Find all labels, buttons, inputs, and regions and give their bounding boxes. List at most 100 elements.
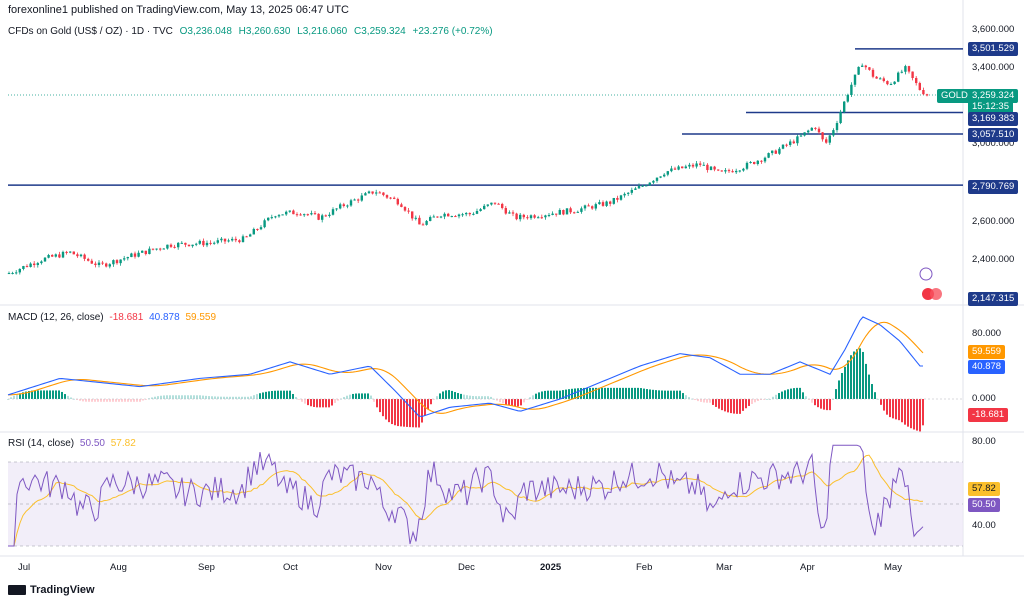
price-tick: 2,600.000 bbox=[972, 216, 1015, 227]
macd-histogram-bar bbox=[436, 396, 438, 399]
macd-histogram-bar bbox=[85, 399, 87, 402]
candle-body bbox=[828, 135, 831, 143]
candle-body bbox=[825, 139, 828, 143]
macd-histogram-bar bbox=[211, 396, 213, 399]
month-label: Feb bbox=[636, 562, 653, 573]
candle-body bbox=[814, 127, 817, 129]
macd-histogram-bar bbox=[229, 396, 231, 399]
candle-body bbox=[601, 202, 605, 206]
macd-histogram-bar bbox=[406, 399, 408, 427]
macd-histogram-bar bbox=[520, 399, 522, 406]
price-tick: 3,600.000 bbox=[972, 24, 1015, 35]
candle-body bbox=[342, 204, 345, 207]
macd-line-value: 40.878 bbox=[149, 312, 180, 323]
candle-body bbox=[457, 214, 461, 217]
macd-histogram-bar bbox=[478, 396, 480, 399]
candle-body bbox=[807, 130, 810, 133]
month-label: Nov bbox=[375, 562, 392, 573]
candle-body bbox=[432, 216, 435, 218]
macd-histogram-bar bbox=[70, 397, 72, 399]
month-label: Sep bbox=[198, 562, 215, 573]
macd-histogram-bar bbox=[640, 388, 642, 399]
candle-body bbox=[587, 205, 590, 207]
macd-histogram-bar bbox=[328, 399, 330, 408]
level-tag: 3,501.529 bbox=[968, 42, 1019, 56]
macd-histogram-bar bbox=[55, 390, 57, 399]
candle-body bbox=[306, 214, 309, 216]
macd-histogram-bar bbox=[298, 399, 300, 400]
candle-body bbox=[353, 199, 356, 201]
macd-histogram-bar bbox=[880, 399, 882, 405]
macd-histogram-bar bbox=[127, 399, 129, 402]
candle-body bbox=[634, 188, 637, 190]
candle-body bbox=[580, 208, 583, 212]
candle-body bbox=[313, 213, 317, 215]
symbol-name: CFDs on Gold (US$ / OZ) · 1D · TVC bbox=[8, 26, 173, 37]
candle-body bbox=[792, 141, 795, 144]
candle-body bbox=[544, 215, 547, 218]
macd-histogram-bar bbox=[157, 396, 159, 399]
macd-histogram-bar bbox=[913, 399, 915, 430]
candle-body bbox=[299, 214, 302, 216]
rsi-value: 50.50 bbox=[79, 438, 105, 449]
price-tick: 3,000.000 bbox=[972, 138, 1015, 149]
macd-histogram-bar bbox=[814, 399, 816, 406]
macd-histogram-bar bbox=[781, 391, 783, 399]
candle-body bbox=[846, 95, 849, 102]
macd-histogram-bar bbox=[835, 389, 837, 399]
candle-body bbox=[7, 273, 11, 275]
candle-body bbox=[414, 217, 417, 219]
candle-body bbox=[450, 216, 453, 218]
macd-histogram-bar bbox=[259, 393, 261, 399]
candle-body bbox=[911, 71, 914, 79]
macd-histogram-bar bbox=[502, 399, 504, 404]
candle-body bbox=[749, 161, 752, 163]
candle-body bbox=[684, 166, 687, 169]
candle-body bbox=[573, 212, 576, 214]
candle-body bbox=[234, 238, 237, 241]
macd-histogram-bar bbox=[580, 388, 582, 399]
macd-histogram-bar bbox=[244, 396, 246, 399]
macd-histogram-bar bbox=[628, 387, 630, 399]
macd-histogram-bar bbox=[379, 399, 381, 413]
macd-histogram-bar bbox=[130, 399, 132, 402]
candle-body bbox=[339, 204, 342, 209]
event-flash-icon bbox=[919, 267, 933, 281]
macd-histogram-bar bbox=[394, 399, 396, 426]
candle-body bbox=[11, 272, 14, 274]
candle-body bbox=[497, 203, 500, 205]
macd-histogram-bar bbox=[664, 390, 666, 399]
candle-body bbox=[94, 263, 97, 266]
candle-body bbox=[425, 220, 428, 225]
macd-histogram-bar bbox=[262, 392, 264, 399]
macd-histogram-bar bbox=[64, 394, 66, 399]
macd-signal-tag: 59.559 bbox=[968, 345, 1006, 359]
macd-histogram-bar bbox=[568, 389, 570, 399]
macd-histogram-bar bbox=[826, 399, 828, 411]
candle-body bbox=[526, 217, 529, 219]
macd-histogram-bar bbox=[715, 399, 717, 407]
macd-histogram-bar bbox=[181, 395, 183, 399]
macd-histogram-bar bbox=[139, 399, 141, 402]
macd-histogram-bar bbox=[22, 392, 24, 399]
macd-histogram-bar bbox=[592, 387, 594, 399]
month-label: 2025 bbox=[540, 562, 562, 573]
candle-body bbox=[591, 206, 594, 209]
macd-histogram-bar bbox=[541, 391, 543, 399]
macd-histogram-bar bbox=[187, 395, 189, 399]
candle-body bbox=[886, 81, 889, 85]
candle-body bbox=[47, 255, 50, 258]
candle-body bbox=[29, 263, 32, 267]
macd-histogram-bar bbox=[463, 394, 465, 399]
candle-body bbox=[583, 205, 587, 209]
macd-histogram-bar bbox=[634, 387, 636, 399]
macd-histogram-bar bbox=[481, 396, 483, 399]
macd-histogram-bar bbox=[319, 399, 321, 408]
macd-histogram-bar bbox=[142, 399, 144, 401]
candle-body bbox=[868, 67, 871, 70]
candle-body bbox=[673, 168, 677, 170]
macd-histogram-bar bbox=[658, 390, 660, 399]
macd-histogram-bar bbox=[517, 399, 519, 407]
macd-histogram-bar bbox=[787, 389, 789, 399]
